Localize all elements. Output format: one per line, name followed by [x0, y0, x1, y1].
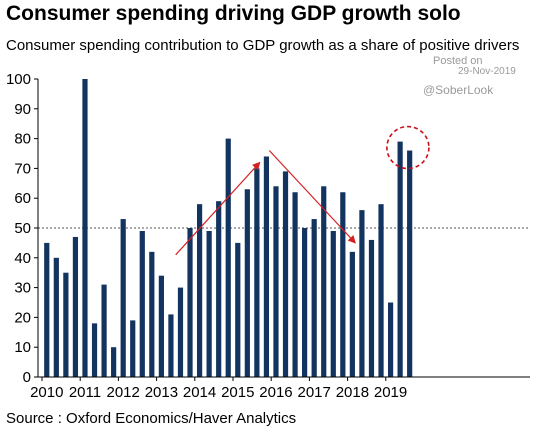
- bar: [63, 272, 69, 377]
- x-tick-label: 2013: [145, 384, 178, 401]
- bar: [53, 257, 59, 377]
- bar: [378, 204, 384, 377]
- bar: [120, 219, 126, 377]
- bar: [349, 251, 355, 377]
- bar: [111, 347, 117, 377]
- watermark-date: 29-Nov-2019: [458, 66, 516, 77]
- bar: [187, 228, 193, 377]
- x-tick-label: 2010: [30, 384, 63, 401]
- y-tick-label: 30: [14, 280, 31, 297]
- bar: [254, 168, 260, 377]
- bar: [91, 323, 98, 377]
- bar: [72, 236, 79, 377]
- y-tick-label: 10: [14, 339, 31, 356]
- x-tick-label: 2011: [69, 384, 101, 401]
- y-tick-label: 50: [14, 220, 31, 237]
- bar: [340, 192, 346, 377]
- bar: [196, 204, 203, 377]
- y-tick-label: 70: [14, 160, 31, 177]
- bar: [216, 201, 222, 377]
- y-tick-label: 90: [14, 101, 31, 118]
- y-tick-label: 80: [14, 131, 31, 148]
- x-tick-label: 2015: [221, 384, 254, 401]
- bar: [130, 320, 136, 377]
- bar: [407, 150, 413, 377]
- bar: [263, 156, 270, 377]
- bars: [44, 79, 413, 377]
- chart-title: Consumer spending driving GDP growth sol…: [6, 2, 461, 25]
- bar: [387, 302, 394, 377]
- annotations: [175, 125, 430, 256]
- x-tick-label: 2014: [183, 384, 216, 401]
- bar: [368, 239, 375, 377]
- y-tick-label: 60: [14, 190, 31, 207]
- y-tick-label: 100: [6, 71, 31, 88]
- y-tick-label: 20: [14, 309, 31, 326]
- bar: [139, 230, 145, 377]
- bar: [311, 219, 317, 377]
- bar: [206, 230, 212, 377]
- bar: [101, 284, 107, 377]
- bar: [177, 287, 184, 377]
- bar: [158, 275, 164, 377]
- bar: [282, 171, 289, 377]
- watermark-handle: @SoberLook: [423, 83, 494, 97]
- bar: [292, 192, 298, 377]
- bar: [330, 230, 336, 377]
- bar: [359, 210, 365, 377]
- x-tick-label: 2016: [259, 384, 292, 401]
- trend-arrow: [175, 161, 261, 256]
- bar: [244, 189, 250, 377]
- bar: [321, 186, 327, 377]
- bar: [168, 314, 174, 377]
- y-tick-label: 40: [14, 250, 31, 267]
- watermark-posted: Posted on: [433, 55, 483, 67]
- bar: [225, 138, 231, 377]
- source-note: Source : Oxford Economics/Haver Analytic…: [6, 410, 297, 427]
- y-axis-ticks: 0 10 20 30 40 50 60 70 80 90 100: [6, 71, 38, 386]
- bar: [235, 242, 241, 377]
- x-axis-ticks: 2010 2011 2012 2013 2014 2015 2016 2017 2018 2019: [30, 377, 407, 401]
- bar: [82, 79, 88, 377]
- y-tick-label: 0: [23, 369, 31, 386]
- x-tick-label: 2018: [336, 384, 369, 401]
- x-tick-label: 2017: [297, 384, 330, 401]
- bar: [397, 141, 403, 377]
- bar: [273, 186, 279, 377]
- x-tick-label: 2019: [374, 384, 407, 401]
- highlight-circle: [386, 125, 430, 170]
- bar: [44, 242, 50, 377]
- x-tick-label: 2012: [106, 384, 139, 401]
- trend-arrow: [268, 150, 356, 244]
- bar: [302, 228, 308, 377]
- chart-subtitle: Consumer spending contribution to GDP gr…: [6, 37, 520, 54]
- bar: [149, 251, 155, 377]
